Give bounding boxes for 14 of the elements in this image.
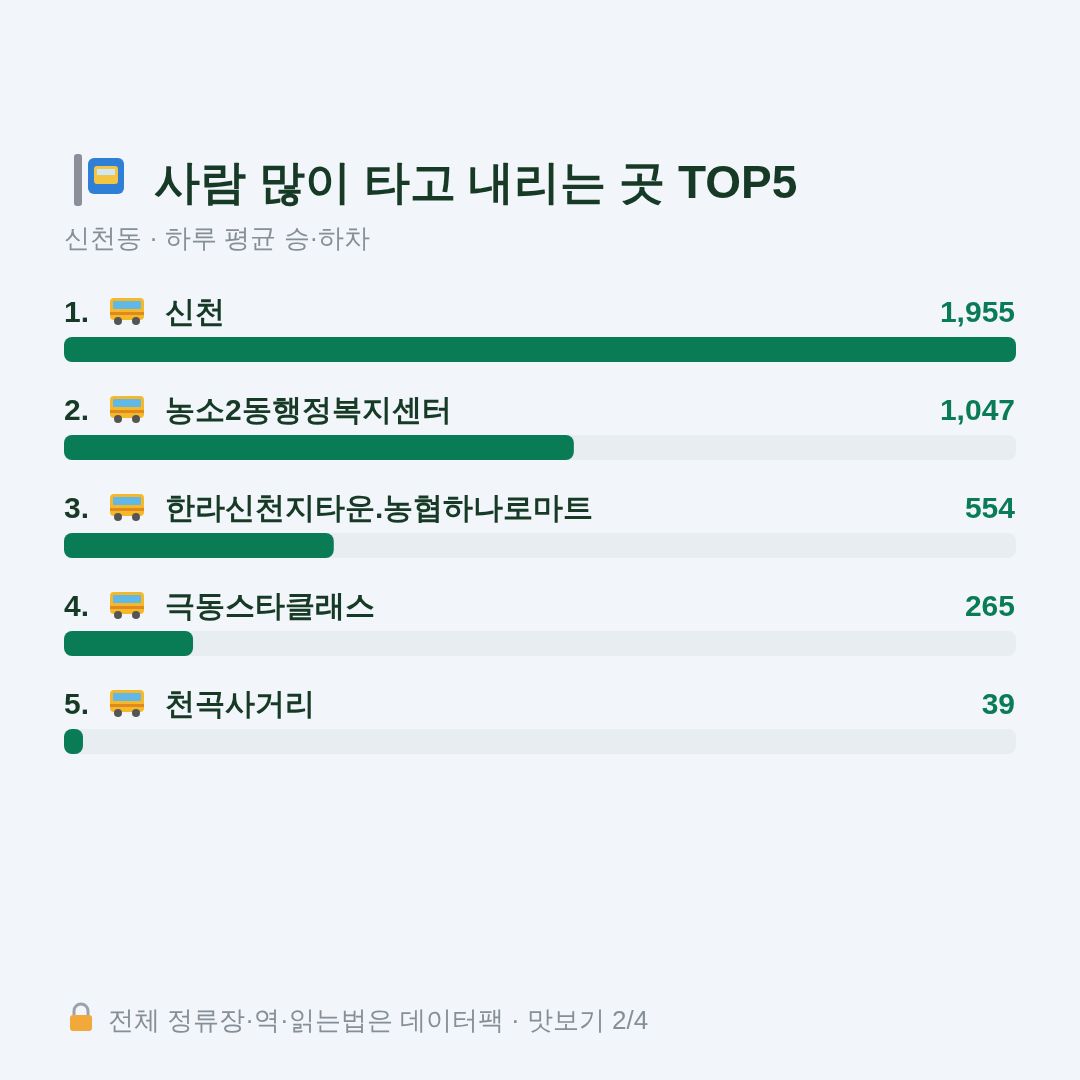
category-label: 4. 극동스타클래스 [64,589,375,622]
category-label: 1. 신천 [64,295,225,328]
text: 전체 정류장·역·읽는법은 데이터팩 · 맛보기 2/4 [108,1005,649,1035]
chart-subtitle: 신천동 · 하루 평균 승·하차 [64,223,371,253]
data-label: 1,047 [939,393,1015,426]
data-label: 39 [981,687,1015,720]
chart-title: 사람 많이 타고 내리는 곳 TOP5 [154,156,798,208]
data-label: 1,955 [939,295,1015,328]
category-label: 2. 농소2동행정복지센터 [64,393,452,426]
data-label: 265 [964,589,1015,622]
category-label: 3. 한라신천지타운.농협하나로마트 [64,491,594,524]
bar [64,631,194,656]
category-label: 5. 천곡사거리 [64,687,315,720]
data-label: 554 [964,491,1016,524]
